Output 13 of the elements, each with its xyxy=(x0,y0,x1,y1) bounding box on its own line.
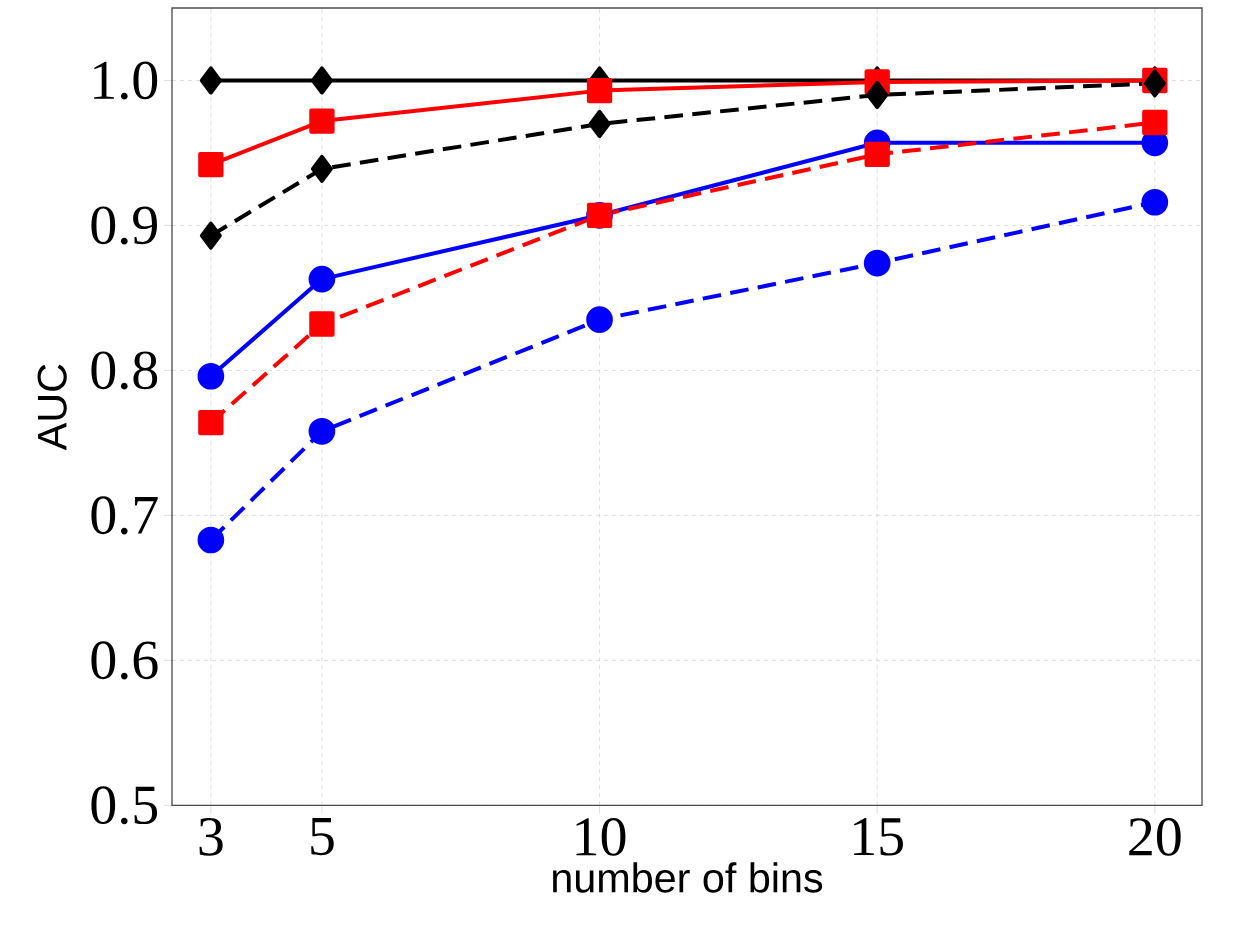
y-tick-label: 1.0 xyxy=(94,61,158,100)
x-tick-label: 3 xyxy=(199,817,223,856)
y-tick-label: 0.9 xyxy=(91,206,157,245)
x-tick-label: 15 xyxy=(854,817,903,856)
y-tick-label: 0.6 xyxy=(91,641,158,680)
y-tick-label: 0.8 xyxy=(91,351,158,390)
y-tick-label: 0.5 xyxy=(91,786,158,825)
x-tick-label: 10 xyxy=(576,817,626,856)
x-tick-label: 5 xyxy=(311,817,334,856)
x-axis-title: number of bins xyxy=(553,862,823,893)
y-tick-label: 0.7 xyxy=(91,496,158,535)
x-tick-label: 20 xyxy=(1129,817,1181,856)
y-axis-title: AUC xyxy=(37,364,67,451)
